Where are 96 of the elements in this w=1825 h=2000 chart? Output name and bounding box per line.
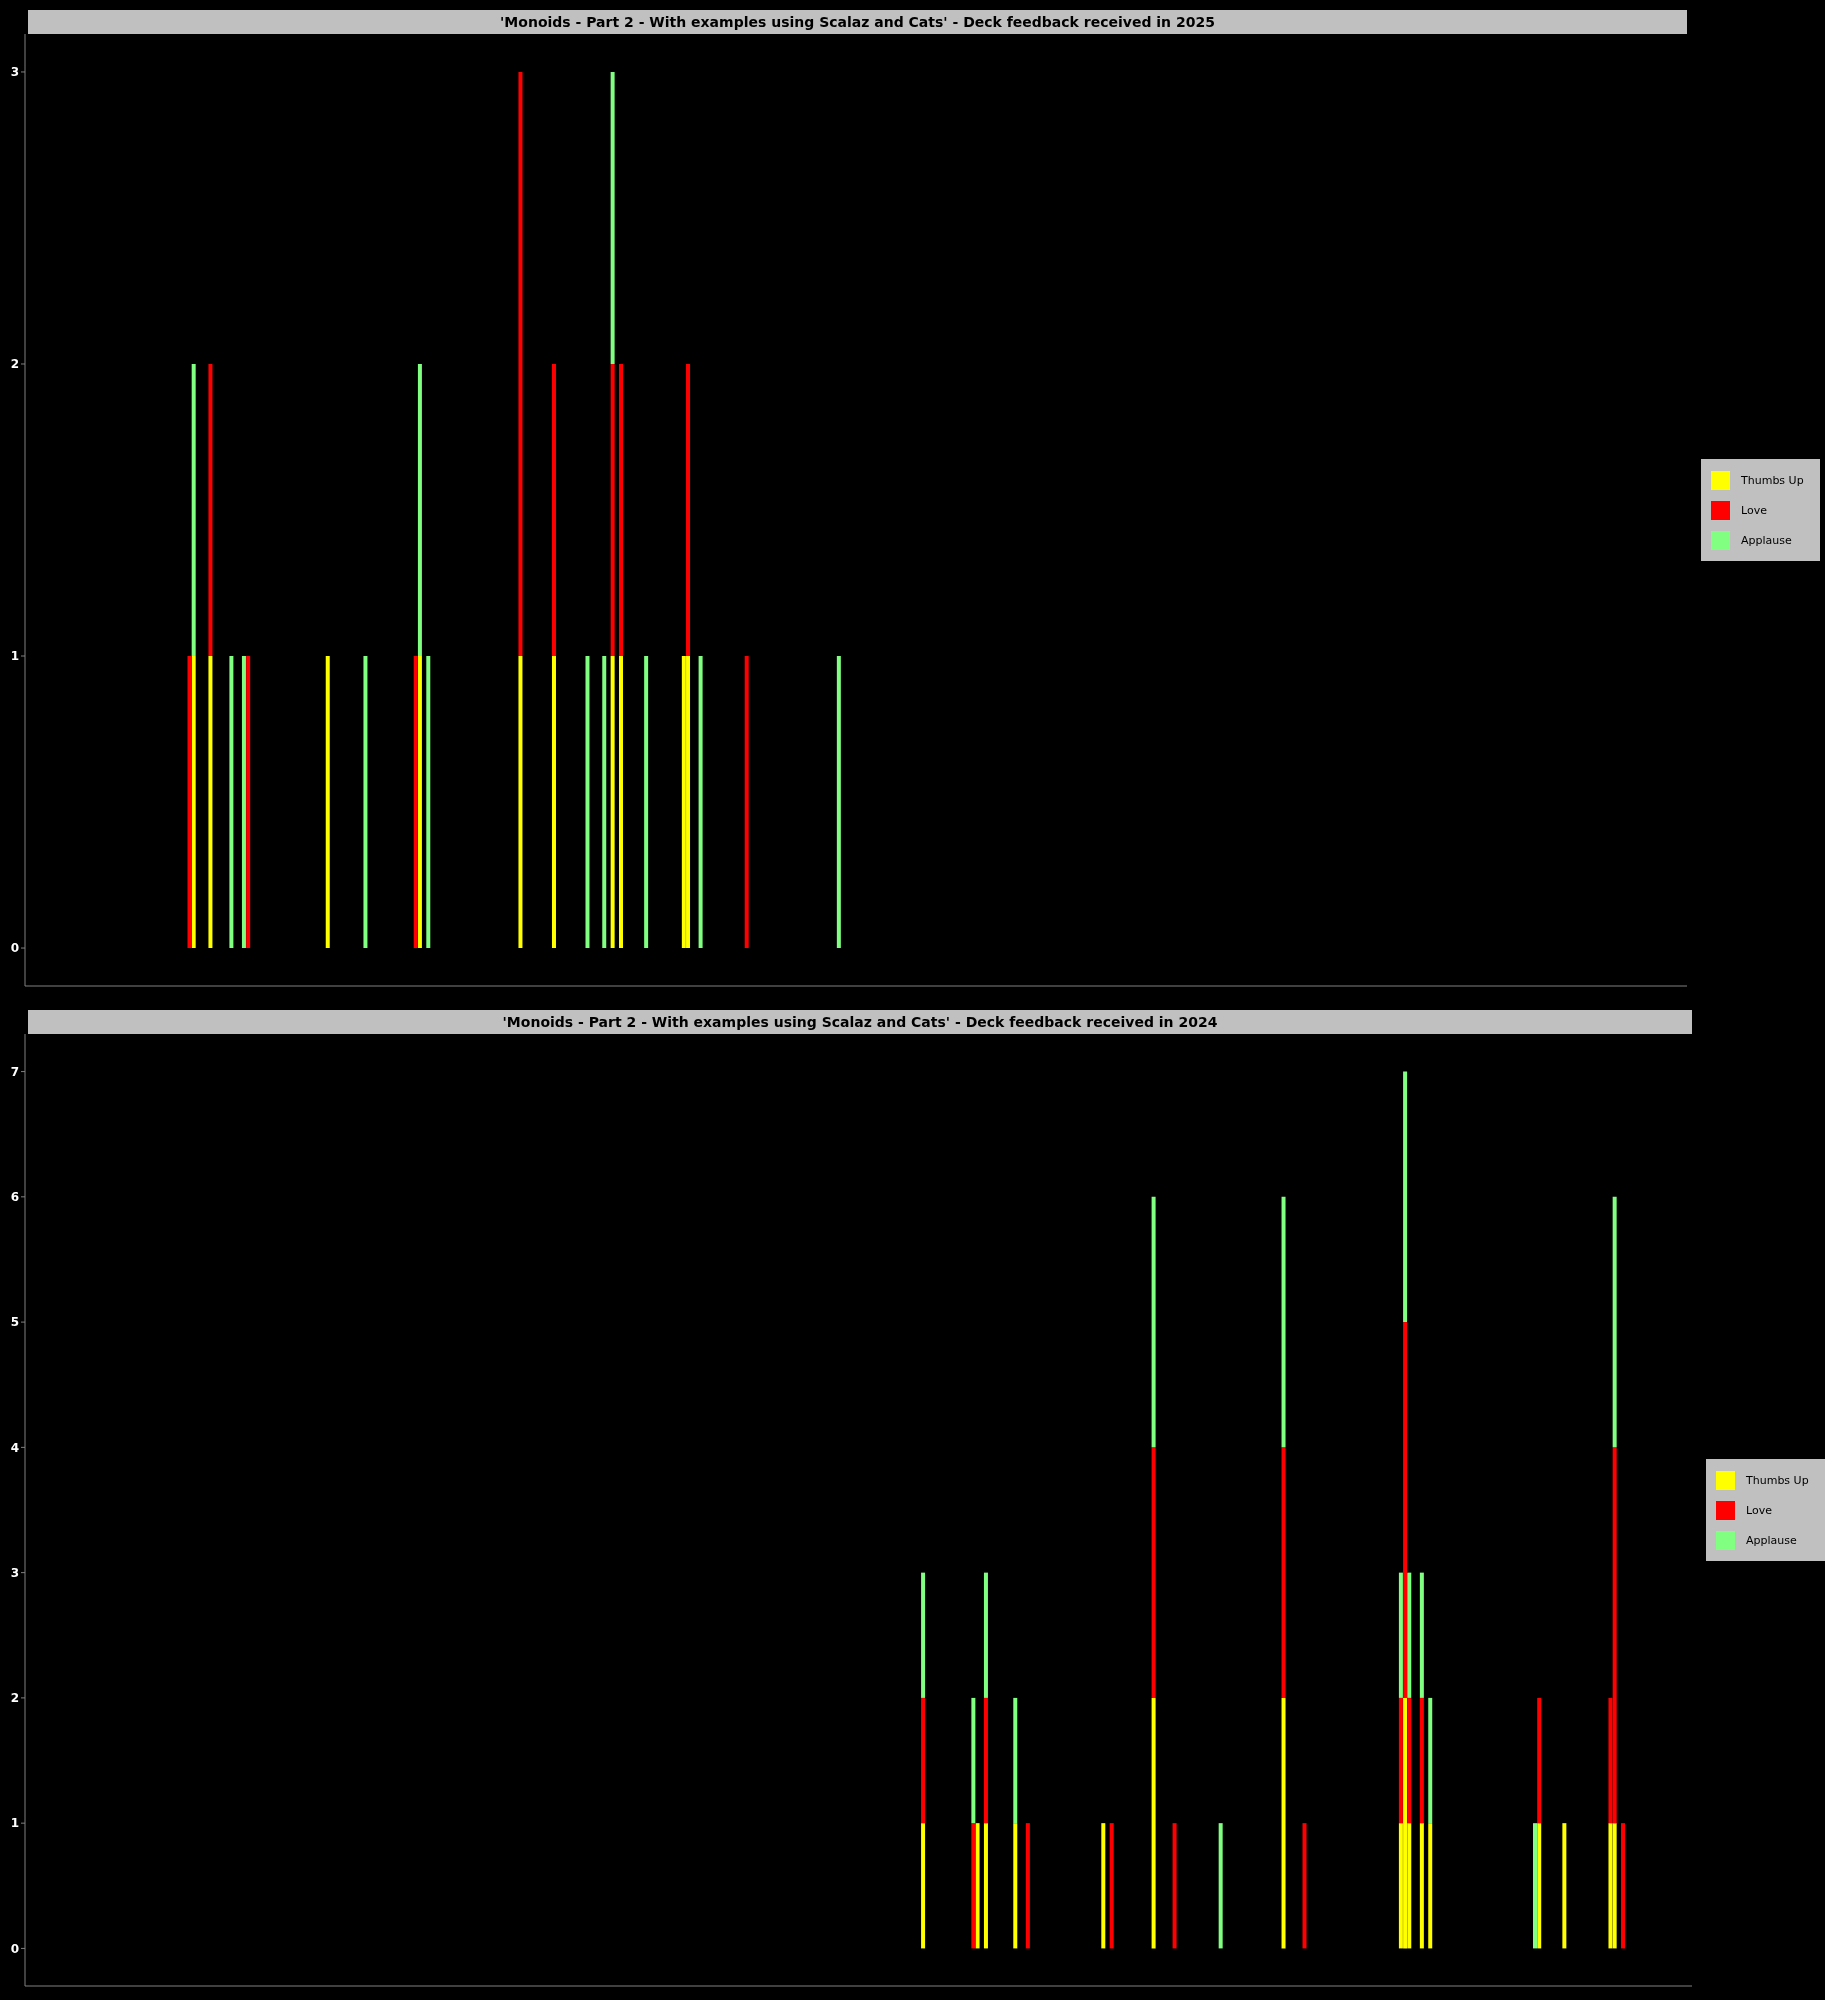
bar <box>686 656 691 949</box>
bar <box>1419 1572 1424 1698</box>
bar <box>1172 1823 1177 1949</box>
legend-label: Applause <box>1741 533 1792 547</box>
bar <box>1013 1823 1018 1949</box>
bar <box>921 1572 926 1698</box>
y-tick-label: 4 <box>10 1440 19 1455</box>
bar <box>744 656 749 949</box>
bar <box>1281 1196 1286 1448</box>
bar <box>602 656 607 949</box>
legend-label: Love <box>1741 503 1767 517</box>
bar <box>1608 1823 1613 1949</box>
bar <box>1621 1823 1626 1949</box>
y-tick-label: 3 <box>10 1565 19 1580</box>
bar <box>1013 1697 1018 1824</box>
bar <box>619 656 623 949</box>
bar <box>551 363 556 657</box>
y-tick-label: 0 <box>10 941 19 956</box>
bar <box>971 1823 976 1949</box>
legend-label: Thumbs Up <box>1746 1473 1809 1487</box>
bar <box>1407 1697 1412 1824</box>
bar <box>686 363 691 657</box>
legend-label: Love <box>1746 1503 1772 1517</box>
chart-title: 'Monoids - Part 2 - With examples using Scalaz and Cats' - Deck feedback received in 2025 <box>500 14 1215 30</box>
y-tick-label: 5 <box>10 1315 19 1330</box>
bar <box>1109 1823 1114 1949</box>
y-tick-label: 2 <box>10 1691 19 1706</box>
bar <box>983 1823 988 1949</box>
bar <box>1407 1572 1412 1698</box>
bar <box>698 656 703 949</box>
bar <box>610 363 615 657</box>
bar <box>241 656 246 949</box>
bar <box>1612 1447 1617 1824</box>
bar <box>610 71 615 364</box>
y-tick-label: 6 <box>10 1190 19 1205</box>
bar <box>518 656 523 949</box>
bar <box>983 1572 988 1698</box>
bar <box>1403 1322 1408 1698</box>
bar <box>1302 1823 1307 1949</box>
bar <box>1562 1823 1567 1949</box>
bar <box>585 656 590 949</box>
bar <box>1612 1196 1617 1448</box>
bar <box>1281 1697 1286 1949</box>
bar <box>681 656 686 949</box>
bar <box>1025 1823 1030 1949</box>
y-tick-label: 2 <box>10 357 19 372</box>
legend-label: Thumbs Up <box>1741 473 1804 487</box>
bar <box>1151 1196 1156 1448</box>
bar <box>921 1697 926 1824</box>
bar <box>417 363 422 657</box>
bar <box>208 656 213 949</box>
bar <box>975 1823 980 1949</box>
bar <box>1428 1697 1433 1824</box>
bar <box>983 1697 988 1824</box>
bar <box>644 656 649 949</box>
y-tick-label: 0 <box>10 1941 19 1956</box>
bar <box>1537 1823 1542 1949</box>
bar <box>1398 1697 1403 1824</box>
y-tick-label: 1 <box>10 649 19 664</box>
bar <box>921 1823 926 1949</box>
bar <box>1403 1697 1408 1949</box>
bar <box>551 656 556 949</box>
bar <box>1537 1697 1542 1824</box>
bar <box>363 656 368 949</box>
bar <box>208 363 213 657</box>
bar <box>1419 1823 1424 1949</box>
y-tick-label: 1 <box>10 1816 19 1831</box>
bar <box>1419 1697 1424 1824</box>
bar <box>187 656 192 949</box>
bar <box>1101 1823 1106 1949</box>
bar <box>191 656 196 949</box>
bar <box>836 656 841 949</box>
bar <box>426 656 431 949</box>
bar <box>325 656 330 949</box>
bar <box>1151 1447 1156 1698</box>
bar <box>518 71 523 657</box>
bar <box>191 363 196 657</box>
bar <box>1612 1823 1617 1949</box>
bar <box>1281 1447 1286 1698</box>
bar <box>1403 1071 1408 1323</box>
bar <box>1533 1823 1538 1949</box>
bar <box>1398 1572 1403 1698</box>
bar <box>417 656 422 949</box>
bar <box>229 656 234 949</box>
bar <box>413 656 418 949</box>
y-tick-label: 7 <box>10 1064 19 1079</box>
bar <box>610 656 615 949</box>
legend-label: Applause <box>1746 1533 1797 1547</box>
y-tick-label: 3 <box>10 65 19 80</box>
bar <box>246 656 251 949</box>
bar <box>1428 1823 1433 1949</box>
bar <box>619 363 623 657</box>
bar <box>971 1697 976 1824</box>
bar <box>1218 1823 1223 1949</box>
bar <box>1151 1697 1156 1949</box>
chart-title: 'Monoids - Part 2 - With examples using Scalaz and Cats' - Deck feedback received in 2024 <box>502 1014 1218 1030</box>
